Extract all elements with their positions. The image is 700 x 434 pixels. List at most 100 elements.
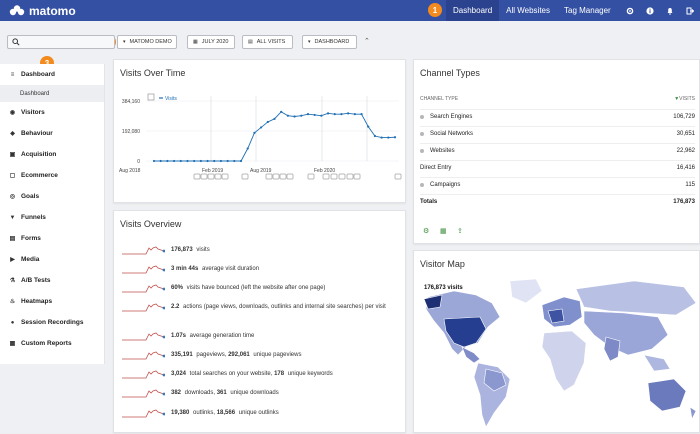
sidebar-item-forms[interactable]: ▤ Forms bbox=[0, 228, 104, 249]
region-central-america[interactable] bbox=[461, 346, 481, 364]
visits-over-time-chart[interactable]: 384,160 192,080 0 Aug 2018 Feb 2019 Aug 2019 F… bbox=[114, 60, 407, 204]
sidebar-item-goals[interactable]: ◎ Goals bbox=[0, 186, 104, 207]
chevron-down-icon: ▾ bbox=[123, 39, 126, 45]
expand-dot-icon[interactable] bbox=[420, 114, 424, 119]
table-icon[interactable]: ▦ bbox=[440, 228, 447, 235]
sidebar-item-funnels[interactable]: ▼ Funnels bbox=[0, 207, 104, 228]
annotation-icon bbox=[322, 173, 330, 180]
matomo-logo[interactable]: matomo bbox=[9, 4, 76, 18]
overview-row: 3,024 total searches on your website, 17… bbox=[122, 367, 333, 381]
export-icon[interactable]: ⇪ bbox=[457, 228, 463, 235]
sidebar-item-custom-reports[interactable]: ▦ Custom Reports bbox=[0, 333, 104, 354]
search-input[interactable] bbox=[7, 35, 115, 49]
sparkline[interactable] bbox=[122, 282, 165, 294]
region-greenland[interactable] bbox=[509, 278, 543, 304]
widget-title: Visitor Map bbox=[420, 259, 465, 269]
gear-icon[interactable] bbox=[620, 0, 640, 21]
annotation-icon bbox=[207, 173, 215, 180]
sparkline[interactable] bbox=[122, 387, 165, 399]
sparkline-line bbox=[122, 351, 165, 360]
table-row[interactable]: Search Engines 106,729 bbox=[420, 109, 695, 123]
region-india[interactable] bbox=[603, 336, 621, 362]
chevron-down-icon: ▾ bbox=[308, 39, 311, 45]
data-point bbox=[206, 159, 209, 163]
site-selector[interactable]: ▾ MATOMO DEMO bbox=[117, 35, 177, 49]
info-icon[interactable] bbox=[640, 0, 660, 21]
segment-selector[interactable]: ▤ ALL VISITS bbox=[242, 35, 293, 49]
data-point bbox=[273, 117, 276, 120]
data-point bbox=[260, 126, 263, 129]
data-point bbox=[380, 136, 383, 139]
annotation-icon bbox=[394, 173, 402, 180]
data-point bbox=[333, 113, 336, 116]
sidebar-item-session-recordings[interactable]: ● Session Recordings bbox=[0, 312, 104, 333]
table-row[interactable]: Social Networks 30,651 bbox=[420, 126, 695, 140]
sparkline[interactable] bbox=[122, 263, 165, 275]
sparkline[interactable] bbox=[122, 330, 165, 342]
overview-row: 3 min 44s average visit duration bbox=[122, 262, 259, 276]
bell-icon[interactable] bbox=[660, 0, 680, 21]
expand-dot-icon[interactable] bbox=[420, 148, 424, 153]
channel-label: Totals bbox=[420, 199, 437, 205]
annotation-icon bbox=[279, 173, 287, 180]
sparkline[interactable] bbox=[122, 407, 165, 419]
sparkline[interactable] bbox=[122, 244, 165, 256]
region-new-zealand[interactable] bbox=[689, 406, 697, 420]
world-map[interactable] bbox=[414, 251, 700, 434]
sparkline[interactable] bbox=[122, 301, 165, 313]
data-point bbox=[293, 115, 296, 118]
sparkline[interactable] bbox=[122, 368, 165, 380]
table-row[interactable]: Campaigns 115 bbox=[420, 177, 695, 191]
data-point bbox=[179, 159, 182, 163]
region-southeast-asia[interactable] bbox=[643, 354, 671, 372]
overview-value: 60% bbox=[171, 285, 184, 291]
data-point bbox=[239, 159, 243, 163]
overview-value: 292,061 bbox=[228, 352, 250, 358]
region-russia[interactable] bbox=[575, 280, 697, 316]
nav-tag-manager[interactable]: Tag Manager bbox=[564, 6, 611, 15]
period-selector[interactable]: ▦ JULY 2020 bbox=[187, 35, 235, 49]
table-header: CHANNEL TYPE ▼VISITS bbox=[420, 96, 695, 102]
data-point bbox=[367, 125, 370, 128]
sidebar-item-acquisition[interactable]: ▣ Acquisition bbox=[0, 144, 104, 165]
sidebar-item-heatmaps[interactable]: ♨ Heatmaps bbox=[0, 291, 104, 312]
sidebar-subitem-dashboard[interactable]: Dashboard bbox=[0, 85, 104, 102]
sparkline-line bbox=[122, 284, 165, 293]
overview-label: total searches on your website, bbox=[188, 371, 275, 377]
settings-icon[interactable]: ⚙ bbox=[423, 228, 430, 235]
region-usa[interactable] bbox=[443, 316, 487, 348]
sidebar-item-media[interactable]: ▶ Media bbox=[0, 249, 104, 270]
nav-dashboard[interactable]: Dashboard bbox=[446, 0, 500, 21]
sparkline[interactable] bbox=[122, 349, 165, 361]
sidebar-item-behaviour[interactable]: ◆ Behaviour bbox=[0, 123, 104, 144]
region-western-europe[interactable] bbox=[547, 308, 565, 324]
region-brazil[interactable] bbox=[483, 368, 507, 392]
column-header-channel[interactable]: CHANNEL TYPE bbox=[420, 96, 459, 102]
table-row[interactable]: Totals 176,873 bbox=[420, 194, 695, 208]
region-africa[interactable] bbox=[541, 330, 587, 392]
sidebar-item-ab-tests[interactable]: ⚗ A/B Tests bbox=[0, 270, 104, 291]
data-point bbox=[300, 114, 303, 117]
overview-row: 60% visits have bounced (left the websit… bbox=[122, 281, 401, 295]
sidebar-item-dashboard[interactable]: ≡ Dashboard bbox=[0, 64, 104, 85]
sidebar-item-visitors[interactable]: ◉ Visitors bbox=[0, 102, 104, 123]
channel-visits: 106,729 bbox=[673, 113, 695, 120]
table-row[interactable]: Websites 22,962 bbox=[420, 143, 695, 157]
data-point bbox=[193, 159, 196, 163]
region-australia[interactable] bbox=[647, 378, 687, 412]
expand-dot-icon[interactable] bbox=[420, 182, 424, 187]
logout-icon[interactable] bbox=[680, 0, 700, 21]
data-point bbox=[320, 114, 323, 117]
expand-dot-icon[interactable] bbox=[420, 131, 424, 136]
nav-all-websites[interactable]: All Websites bbox=[506, 6, 551, 15]
sidebar-item-label: Behaviour bbox=[21, 130, 53, 137]
dashboard-selector[interactable]: ▾ DASHBOARD bbox=[302, 35, 357, 49]
table-row[interactable]: Direct Entry 16,416 bbox=[420, 160, 695, 174]
region-asia[interactable] bbox=[583, 310, 669, 356]
sidebar-item-ecommerce[interactable]: ▢ Ecommerce bbox=[0, 165, 104, 186]
overview-label: outlinks, bbox=[191, 410, 217, 416]
collapse-chevron-icon[interactable]: ⌃ bbox=[364, 38, 370, 45]
column-header-visits[interactable]: ▼VISITS bbox=[674, 96, 695, 102]
region-alaska[interactable] bbox=[423, 294, 443, 310]
segment-icon: ▤ bbox=[248, 39, 253, 45]
